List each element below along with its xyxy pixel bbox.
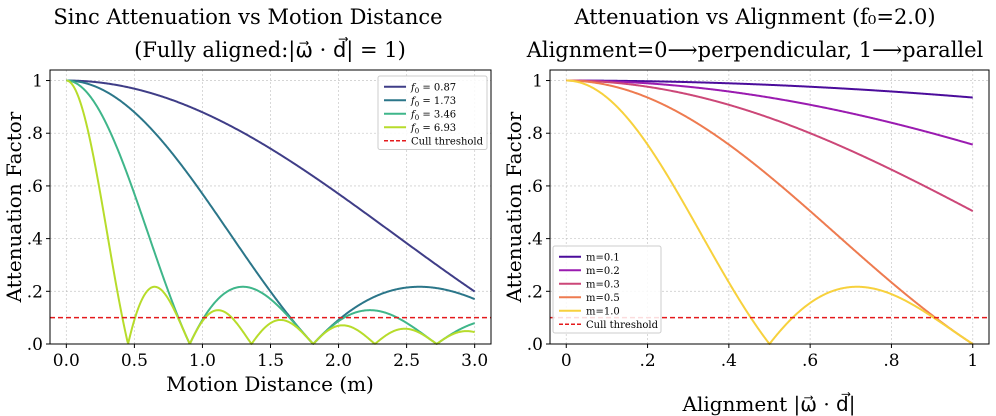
- right-title-line1: Attenuation vs Alignment (f₀=2.0): [573, 5, 935, 29]
- right-x-tick-label: .6: [802, 351, 818, 371]
- right-x-tick-label: .4: [721, 351, 737, 371]
- right-y-tick-label: .0: [527, 335, 543, 355]
- right-y-axis-label: Attenuation Factor: [502, 111, 526, 303]
- left-y-tick-label: .4: [27, 230, 43, 250]
- right-legend: m=0.1 m=0.2 m=0.3 m=0.5 m=1.0 Cull threshold: [552, 245, 662, 334]
- right-title-line2: Alignment=0⟶perpendicular, 1⟶parallel: [526, 38, 984, 62]
- panel-right: Attenuation vs Alignment (f₀=2.0) Alignm…: [502, 5, 990, 416]
- right-y-tick-label: .6: [527, 177, 543, 197]
- left-y-tick-label: .2: [27, 282, 43, 302]
- left-series-line-2: [66, 79, 475, 345]
- right-legend-label-1: m=0.2: [586, 266, 620, 277]
- left-x-tick-label: 2.5: [393, 351, 420, 371]
- right-series-line-3: [565, 79, 974, 345]
- right-series-line-0: [565, 79, 974, 99]
- left-y-tick-label: 1: [32, 72, 43, 92]
- right-x-axis-label: Alignment |ω⃗ · d⃗|: [682, 391, 856, 416]
- right-y-tick-label: 1: [532, 72, 543, 92]
- right-axes-frame: [549, 69, 990, 345]
- right-legend-label-3: m=0.5: [586, 293, 620, 304]
- left-x-tick-label: 3.0: [461, 351, 488, 371]
- right-legend-label-threshold: Cull threshold: [586, 320, 659, 331]
- left-series-line-1: [66, 79, 476, 345]
- left-legend-box: [377, 75, 488, 150]
- left-x-tick-label: 2.0: [325, 351, 352, 371]
- right-ticks: 0 .2 .4 .6 .8 1 .0 .2 .4 .6 .8 1: [527, 72, 978, 371]
- left-y-axis-label: Attenuation Factor: [2, 111, 26, 303]
- panel-left: Sinc Attenuation vs Motion Distance (Ful…: [2, 5, 492, 396]
- left-title-line1: Sinc Attenuation vs Motion Distance: [53, 5, 442, 29]
- left-x-tick-label: 1.0: [189, 351, 216, 371]
- right-series-line-2: [565, 79, 974, 212]
- left-legend-label-2: f0 = 3.46: [410, 109, 456, 122]
- right-series-line-1: [565, 79, 974, 146]
- right-x-tick-label: .2: [639, 351, 655, 371]
- left-legend-label-1: f0 = 1.73: [410, 96, 456, 109]
- right-x-tick-label: .8: [883, 351, 899, 371]
- right-y-tick-label: .4: [527, 230, 543, 250]
- right-y-tick-label: .2: [527, 282, 543, 302]
- right-legend-label-4: m=1.0: [586, 306, 620, 317]
- right-legend-label-0: m=0.1: [586, 252, 620, 263]
- left-legend-label-3: f0 = 6.93: [410, 123, 456, 136]
- right-x-tick-label: 0: [561, 351, 572, 371]
- right-legend-label-2: m=0.3: [586, 279, 620, 290]
- left-legend-label-threshold: Cull threshold: [411, 136, 484, 147]
- left-y-tick-label: .8: [27, 124, 43, 144]
- left-y-tick-label: .0: [27, 335, 43, 355]
- left-x-tick-label: 0.5: [121, 351, 148, 371]
- right-y-tick-label: .8: [527, 124, 543, 144]
- left-legend-label-0: f0 = 0.87: [410, 82, 456, 95]
- left-plot-area: [50, 79, 491, 345]
- left-x-axis-label: Motion Distance (m): [166, 372, 374, 396]
- left-title-line2: (Fully aligned:|ω⃗ · d⃗| = 1): [134, 37, 406, 63]
- left-y-tick-label: .6: [27, 177, 43, 197]
- left-series-line-3: [66, 79, 475, 345]
- left-x-tick-label: 1.5: [257, 351, 284, 371]
- left-series-line-0: [66, 79, 476, 293]
- right-x-tick-label: 1: [967, 351, 978, 371]
- left-x-tick-label: 0.0: [53, 351, 80, 371]
- left-ticks: 0.0 0.5 1.0 1.5 2.0 2.5 3.0 .0 .2 .4 .6 .8 1: [27, 72, 488, 371]
